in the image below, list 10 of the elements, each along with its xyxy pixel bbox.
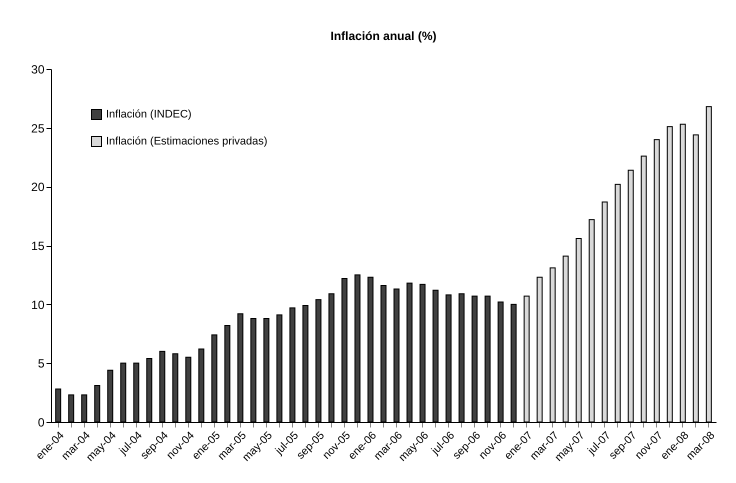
legend-label: Inflación (Estimaciones privadas) (106, 136, 268, 148)
y-tick-label: 5 (38, 356, 45, 371)
y-tick-label: 0 (38, 416, 45, 430)
chart-title: Inflación anual (%) (330, 29, 437, 43)
y-tick-label: 30 (31, 62, 45, 76)
y-tick-label: 25 (31, 121, 45, 136)
y-tick-label: 10 (31, 298, 45, 312)
y-tick-label: 15 (31, 239, 45, 253)
legend-label: Inflación (INDEC) (106, 108, 192, 120)
y-tick-label: 20 (31, 180, 45, 194)
